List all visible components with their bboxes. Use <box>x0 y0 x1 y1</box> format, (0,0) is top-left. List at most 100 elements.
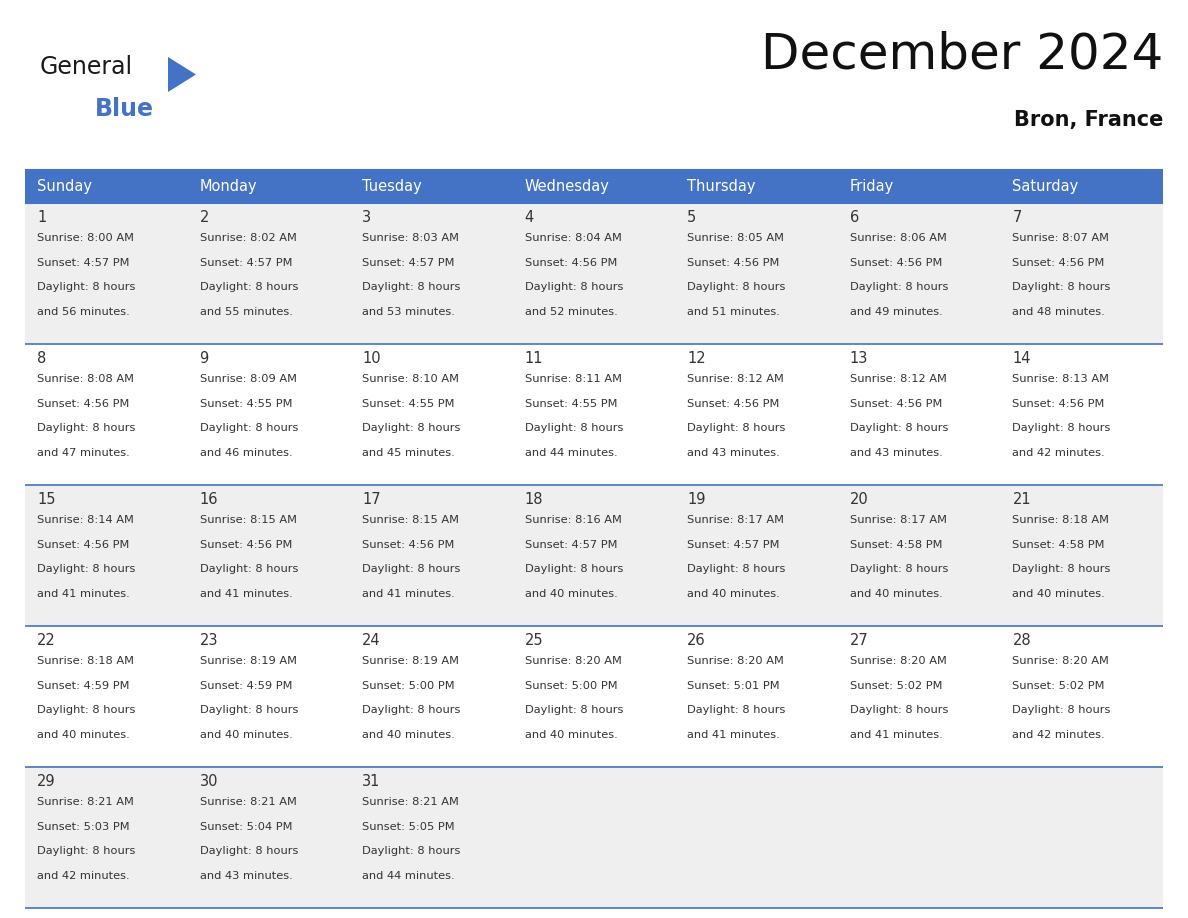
Text: Daylight: 8 hours: Daylight: 8 hours <box>362 705 461 715</box>
Text: Wednesday: Wednesday <box>525 179 609 194</box>
Text: Sunset: 4:59 PM: Sunset: 4:59 PM <box>200 680 292 690</box>
Bar <box>675 344 838 485</box>
Text: 21: 21 <box>1012 492 1031 507</box>
Text: Sunrise: 8:19 AM: Sunrise: 8:19 AM <box>362 656 459 666</box>
Text: 17: 17 <box>362 492 381 507</box>
Text: and 52 minutes.: and 52 minutes. <box>525 307 618 317</box>
Text: Sunrise: 8:15 AM: Sunrise: 8:15 AM <box>362 515 459 525</box>
Text: Daylight: 8 hours: Daylight: 8 hours <box>200 283 298 292</box>
Text: Sunrise: 8:04 AM: Sunrise: 8:04 AM <box>525 233 621 243</box>
Bar <box>838 203 1000 344</box>
Text: 19: 19 <box>688 492 706 507</box>
Text: Sunset: 4:57 PM: Sunset: 4:57 PM <box>362 258 455 268</box>
Text: 24: 24 <box>362 633 381 648</box>
Text: and 44 minutes.: and 44 minutes. <box>362 871 455 881</box>
Text: Sunset: 5:05 PM: Sunset: 5:05 PM <box>362 822 455 832</box>
Bar <box>25 626 188 767</box>
Text: and 51 minutes.: and 51 minutes. <box>688 307 781 317</box>
Bar <box>838 344 1000 485</box>
Text: Sunset: 4:56 PM: Sunset: 4:56 PM <box>688 398 779 409</box>
Text: Sunset: 4:56 PM: Sunset: 4:56 PM <box>1012 258 1105 268</box>
Text: Sunrise: 8:20 AM: Sunrise: 8:20 AM <box>688 656 784 666</box>
Text: Sunrise: 8:18 AM: Sunrise: 8:18 AM <box>37 656 134 666</box>
Text: Blue: Blue <box>95 97 154 121</box>
Text: and 41 minutes.: and 41 minutes. <box>200 589 292 599</box>
Text: Daylight: 8 hours: Daylight: 8 hours <box>200 423 298 433</box>
Text: 11: 11 <box>525 351 543 366</box>
Text: and 49 minutes.: and 49 minutes. <box>849 307 942 317</box>
Text: Daylight: 8 hours: Daylight: 8 hours <box>37 705 135 715</box>
Text: Daylight: 8 hours: Daylight: 8 hours <box>200 846 298 856</box>
Text: Daylight: 8 hours: Daylight: 8 hours <box>525 565 623 575</box>
Text: Daylight: 8 hours: Daylight: 8 hours <box>1012 565 1111 575</box>
Text: Thursday: Thursday <box>688 179 756 194</box>
Text: Daylight: 8 hours: Daylight: 8 hours <box>37 423 135 433</box>
Text: 27: 27 <box>849 633 868 648</box>
Text: Sunrise: 8:11 AM: Sunrise: 8:11 AM <box>525 374 621 384</box>
Text: Sunset: 4:57 PM: Sunset: 4:57 PM <box>200 258 292 268</box>
Text: Sunrise: 8:08 AM: Sunrise: 8:08 AM <box>37 374 134 384</box>
Text: Daylight: 8 hours: Daylight: 8 hours <box>688 283 785 292</box>
Text: 20: 20 <box>849 492 868 507</box>
Text: Daylight: 8 hours: Daylight: 8 hours <box>200 565 298 575</box>
Text: 15: 15 <box>37 492 56 507</box>
Text: 13: 13 <box>849 351 868 366</box>
Bar <box>1000 626 1163 767</box>
Text: Sunset: 4:57 PM: Sunset: 4:57 PM <box>525 540 618 550</box>
Text: Daylight: 8 hours: Daylight: 8 hours <box>1012 423 1111 433</box>
Text: Sunset: 5:00 PM: Sunset: 5:00 PM <box>525 680 618 690</box>
Bar <box>188 626 350 767</box>
Text: 28: 28 <box>1012 633 1031 648</box>
Text: and 48 minutes.: and 48 minutes. <box>1012 307 1105 317</box>
Bar <box>350 344 513 485</box>
Text: Daylight: 8 hours: Daylight: 8 hours <box>525 283 623 292</box>
Bar <box>1000 170 1163 203</box>
Bar <box>25 767 188 908</box>
Text: Sunset: 5:02 PM: Sunset: 5:02 PM <box>1012 680 1105 690</box>
Bar <box>25 344 188 485</box>
Text: Daylight: 8 hours: Daylight: 8 hours <box>688 565 785 575</box>
Text: 9: 9 <box>200 351 209 366</box>
Text: Daylight: 8 hours: Daylight: 8 hours <box>362 423 461 433</box>
Text: Sunrise: 8:12 AM: Sunrise: 8:12 AM <box>688 374 784 384</box>
Text: 2: 2 <box>200 210 209 225</box>
Text: Sunset: 5:00 PM: Sunset: 5:00 PM <box>362 680 455 690</box>
Bar <box>1000 485 1163 626</box>
Bar <box>675 626 838 767</box>
Text: Daylight: 8 hours: Daylight: 8 hours <box>849 423 948 433</box>
Text: Sunrise: 8:21 AM: Sunrise: 8:21 AM <box>37 797 134 807</box>
Bar <box>25 203 188 344</box>
Text: Sunset: 4:56 PM: Sunset: 4:56 PM <box>849 398 942 409</box>
Text: Sunset: 5:01 PM: Sunset: 5:01 PM <box>688 680 779 690</box>
Bar <box>838 170 1000 203</box>
Polygon shape <box>168 57 196 92</box>
Bar <box>350 170 513 203</box>
Text: and 42 minutes.: and 42 minutes. <box>1012 730 1105 740</box>
Bar <box>675 485 838 626</box>
Text: Daylight: 8 hours: Daylight: 8 hours <box>525 705 623 715</box>
Text: Sunrise: 8:19 AM: Sunrise: 8:19 AM <box>200 656 297 666</box>
Text: and 56 minutes.: and 56 minutes. <box>37 307 129 317</box>
Text: Sunrise: 8:12 AM: Sunrise: 8:12 AM <box>849 374 947 384</box>
Text: Bron, France: Bron, France <box>1013 110 1163 130</box>
Text: Saturday: Saturday <box>1012 179 1079 194</box>
Bar <box>25 485 188 626</box>
Text: Daylight: 8 hours: Daylight: 8 hours <box>849 705 948 715</box>
Text: Sunrise: 8:06 AM: Sunrise: 8:06 AM <box>849 233 947 243</box>
Text: and 41 minutes.: and 41 minutes. <box>849 730 942 740</box>
Text: 5: 5 <box>688 210 696 225</box>
Text: Sunrise: 8:20 AM: Sunrise: 8:20 AM <box>525 656 621 666</box>
Bar <box>350 203 513 344</box>
Text: Sunrise: 8:09 AM: Sunrise: 8:09 AM <box>200 374 297 384</box>
Text: Monday: Monday <box>200 179 257 194</box>
Text: Sunset: 5:02 PM: Sunset: 5:02 PM <box>849 680 942 690</box>
Text: Daylight: 8 hours: Daylight: 8 hours <box>362 565 461 575</box>
Text: Sunrise: 8:03 AM: Sunrise: 8:03 AM <box>362 233 459 243</box>
Text: Daylight: 8 hours: Daylight: 8 hours <box>1012 705 1111 715</box>
Bar <box>838 767 1000 908</box>
Text: and 43 minutes.: and 43 minutes. <box>849 448 942 458</box>
Text: 4: 4 <box>525 210 533 225</box>
Text: Daylight: 8 hours: Daylight: 8 hours <box>849 283 948 292</box>
Text: Sunrise: 8:20 AM: Sunrise: 8:20 AM <box>1012 656 1110 666</box>
Text: 6: 6 <box>849 210 859 225</box>
